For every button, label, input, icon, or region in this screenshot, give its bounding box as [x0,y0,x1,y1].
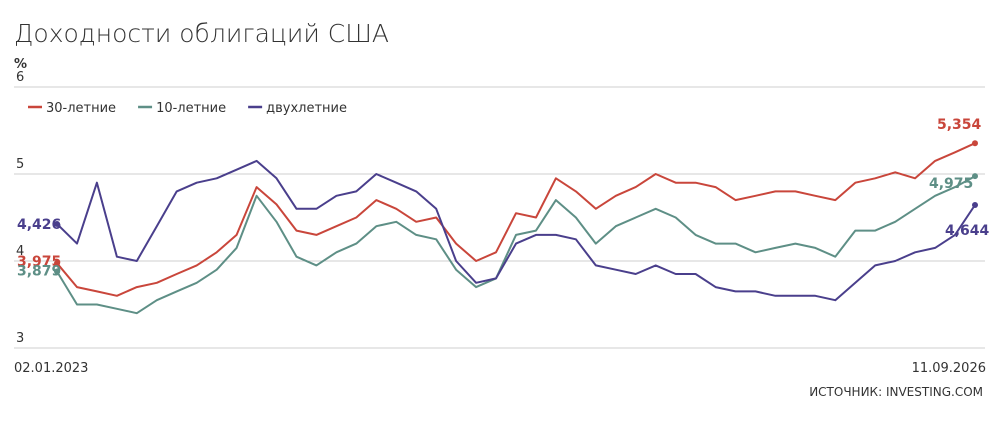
data-label: 5,354 [937,117,982,133]
y-tick-label: 3 [16,331,24,346]
series-line [56,175,976,315]
chart-title: Доходности облигаций США [14,19,389,48]
end-dot [972,140,978,147]
legend-label: двухлетние [266,101,347,116]
end-dot [972,173,978,180]
y-tick-label: 5 [16,157,24,172]
end-dot [972,201,978,208]
data-label: 3,975 [17,254,61,270]
y-tick-label: 6 [16,70,24,85]
data-label: 4,975 [929,176,973,192]
legend-label: 10-летние [156,101,226,116]
x-tick-label: 11.09.2026 [912,361,986,376]
series-line [56,142,976,297]
end-dot [54,268,60,275]
data-label: 4,644 [945,223,990,239]
series-line [56,159,976,302]
y-tick-label: 4 [16,244,24,259]
y-axis-label: % [14,57,27,72]
x-tick-label: 02.01.2023 [14,361,88,376]
data-label: 4,426 [17,217,61,233]
end-dot [54,220,60,227]
legend-label: 30-летние [46,101,116,116]
source: ИСТОЧНИК: INVESTING.COM [809,385,983,399]
data-label: 3,879 [17,264,61,280]
end-dot [54,260,60,267]
